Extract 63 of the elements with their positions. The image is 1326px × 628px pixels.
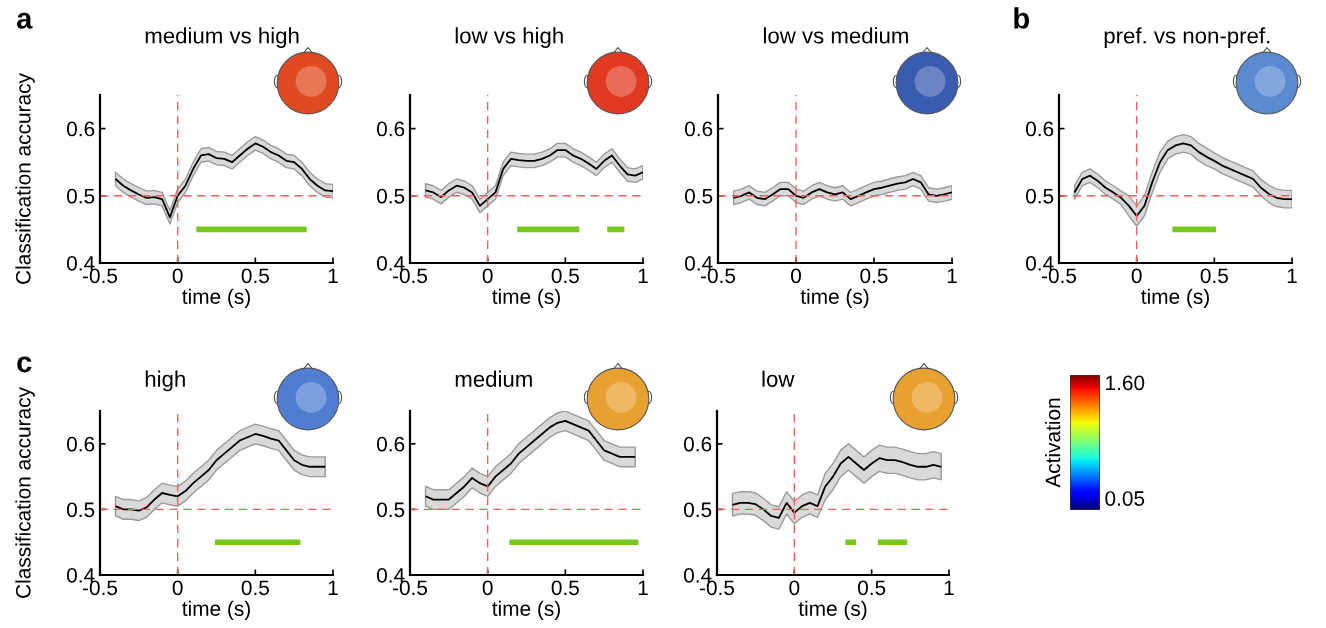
line-series <box>424 419 637 501</box>
x-tick-label: 0 <box>482 580 493 596</box>
x-tick-label: 1 <box>638 580 648 595</box>
x-tick-label: 0.5 <box>241 268 269 284</box>
x-axis-title: time (s) <box>182 600 250 621</box>
x-axis-title: time (s) <box>800 288 869 309</box>
x-tick-label: 1 <box>944 580 954 595</box>
y-tick-label: 0.5 <box>66 502 95 518</box>
y-tick-label: 0.5 <box>1025 188 1054 204</box>
x-tick-label: 1 <box>328 580 338 595</box>
y-tick-label: 0.6 <box>66 436 95 452</box>
line-series <box>732 178 952 201</box>
text: 1.60 <box>1106 375 1145 391</box>
chart-title: medium vs high <box>145 27 299 48</box>
x-tick-label: 0.5 <box>241 580 269 596</box>
y-tick-label: 0.6 <box>1025 121 1054 137</box>
x-tick-label: 0 <box>791 268 801 284</box>
x-axis-title: time (s) <box>798 600 867 621</box>
x-tick-label: 0.5 <box>860 268 888 284</box>
x-tick-label: 1 <box>1287 268 1297 283</box>
line-series <box>114 433 327 512</box>
x-tick-label: 0.5 <box>1200 268 1228 284</box>
y-tick-label: 0.6 <box>683 436 712 452</box>
line-series <box>731 456 943 519</box>
text: c <box>17 356 32 373</box>
x-tick-label: 0 <box>1131 268 1142 284</box>
y-axis-title: Classification accuracy <box>15 73 35 284</box>
x-axis-title: time (s) <box>492 288 560 309</box>
chart-title: low vs high <box>455 27 563 48</box>
y-tick-label: 0.6 <box>376 121 405 137</box>
y-tick-label: 0.6 <box>66 121 95 137</box>
chart-title: medium <box>455 370 532 387</box>
x-tick-label: 0 <box>482 268 493 284</box>
x-tick-label: 1 <box>638 268 648 283</box>
x-tick-label: 0 <box>172 268 183 284</box>
chart-title: pref. vs non-pref. <box>1104 27 1270 48</box>
chart-title: high <box>145 370 185 392</box>
y-tick-label: 0.6 <box>684 121 713 137</box>
x-axis-title: time (s) <box>182 288 250 309</box>
x-tick-label: 0.5 <box>551 268 579 284</box>
y-tick-label: 0.5 <box>684 188 713 204</box>
x-tick-label: 1 <box>328 268 338 283</box>
x-tick-label: 0.5 <box>551 580 579 596</box>
x-tick-label: 0 <box>789 580 800 596</box>
y-axis-title: Classification accuracy <box>15 387 35 598</box>
x-axis-title: time (s) <box>1141 288 1209 309</box>
y-tick-label: 0.5 <box>683 502 712 518</box>
x-tick-label: 0 <box>172 580 183 596</box>
text: a <box>16 12 33 29</box>
chart-title: low vs medium <box>763 27 908 44</box>
y-tick-label: 0.5 <box>376 188 405 204</box>
y-tick-label: 0.5 <box>376 502 405 518</box>
text: 0.05 <box>1105 491 1145 506</box>
x-tick-label: 0.5 <box>858 580 886 596</box>
text: b <box>1014 7 1030 29</box>
y-tick-label: 0.6 <box>376 436 405 452</box>
color-bar-title: Activation <box>1045 398 1061 488</box>
y-tick-label: 0.5 <box>66 188 95 204</box>
line-series <box>1073 142 1292 217</box>
line-series <box>424 149 643 207</box>
x-tick-label: 1 <box>947 268 957 283</box>
x-axis-title: time (s) <box>492 600 560 621</box>
chart-title: low <box>762 370 795 387</box>
